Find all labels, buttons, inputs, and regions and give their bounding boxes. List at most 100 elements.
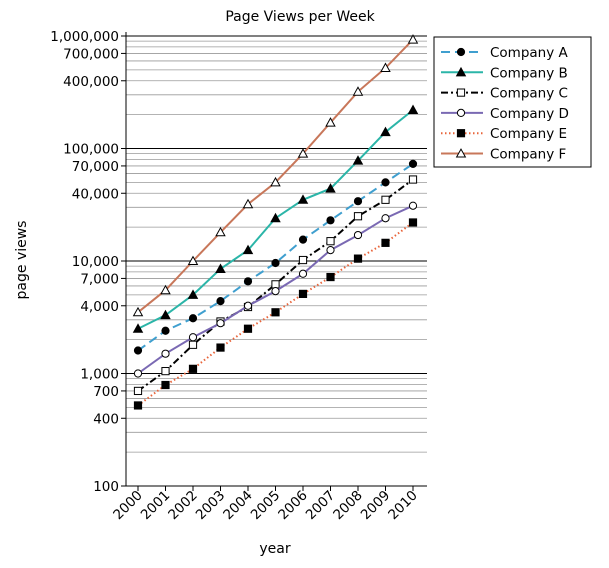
data-point <box>325 183 336 193</box>
data-point <box>188 314 198 323</box>
data-point <box>407 104 419 114</box>
data-point <box>215 226 226 237</box>
legend-box <box>433 36 592 168</box>
data-point <box>133 369 143 378</box>
x-axis-label: year <box>259 541 290 557</box>
data-point <box>132 323 144 333</box>
data-point <box>270 176 281 187</box>
data-point <box>216 343 225 352</box>
data-point <box>271 308 280 317</box>
data-point <box>216 297 225 306</box>
data-point <box>298 289 308 298</box>
y-tick-label: 1,000 <box>80 367 119 383</box>
data-point <box>380 62 391 72</box>
y-tick-label: 40,000 <box>72 186 119 202</box>
data-point <box>215 263 226 273</box>
data-point <box>243 277 253 286</box>
y-tick-label: 400,000 <box>63 74 119 90</box>
data-point <box>353 254 363 263</box>
series-company-d <box>133 201 418 378</box>
legend-item: Company D <box>441 106 569 122</box>
x-tick-label: 2002 <box>165 488 201 524</box>
data-point <box>161 326 170 335</box>
data-point <box>381 178 390 187</box>
data-point <box>188 340 198 349</box>
y-tick-label: 100,000 <box>63 142 119 158</box>
data-point <box>187 255 199 266</box>
data-point <box>242 198 254 209</box>
data-point <box>133 386 143 396</box>
legend-label: Company F <box>490 147 566 163</box>
data-point <box>353 230 363 240</box>
x-tick-label: 2007 <box>303 488 339 524</box>
data-point <box>352 155 364 165</box>
data-point <box>408 201 418 210</box>
data-point <box>271 280 280 289</box>
data-point <box>407 34 419 44</box>
x-tick-label: 2005 <box>248 488 284 524</box>
data-point <box>133 401 143 410</box>
legend-label: Company B <box>490 65 568 81</box>
data-point <box>408 175 418 184</box>
y-tick-label: 400 <box>93 411 119 427</box>
x-tick-label: 2004 <box>220 488 256 524</box>
data-point <box>216 319 225 328</box>
data-point <box>353 197 363 206</box>
data-point <box>325 117 336 127</box>
legend-label: Company E <box>490 126 567 142</box>
data-point <box>243 301 253 310</box>
x-axis-ticks: 2000200120022003200420052006200720082009… <box>110 486 421 523</box>
legend-marker <box>456 129 466 138</box>
series-company-a <box>133 159 418 355</box>
y-tick-label: 1,000,000 <box>50 29 119 45</box>
data-point <box>243 324 253 333</box>
legend-marker <box>455 148 467 158</box>
series-company-e <box>133 218 418 410</box>
data-point <box>353 212 363 221</box>
data-point <box>298 235 308 244</box>
x-tick-label: 2009 <box>358 488 394 524</box>
data-point <box>161 349 170 358</box>
x-tick-label: 2006 <box>275 488 311 524</box>
series-company-c <box>133 175 418 396</box>
legend-item: Company F <box>441 147 566 163</box>
data-point <box>188 333 198 342</box>
data-point <box>381 214 390 223</box>
legend-item: Company C <box>441 86 568 102</box>
legend-item: Company B <box>441 65 568 81</box>
data-point <box>160 309 171 320</box>
legend-label: Company C <box>490 86 568 102</box>
y-tick-label: 100 <box>93 479 119 495</box>
data-point <box>380 126 391 137</box>
data-point <box>242 244 254 255</box>
data-point <box>271 287 280 296</box>
legend-marker <box>456 108 466 118</box>
y-tick-label: 70,000 <box>72 159 119 175</box>
data-point <box>160 284 171 295</box>
series-layer <box>132 34 419 410</box>
data-point <box>408 218 418 227</box>
data-point <box>133 346 143 355</box>
x-tick-label: 2008 <box>330 488 366 524</box>
legend-marker <box>456 47 466 57</box>
series-company-b <box>132 104 419 333</box>
data-point <box>381 238 390 247</box>
series-company-f <box>132 34 419 317</box>
data-point <box>381 195 390 204</box>
y-tick-label: 700,000 <box>63 46 119 62</box>
y-tick-label: 4,000 <box>80 299 119 315</box>
legend-marker <box>455 66 467 77</box>
data-point <box>298 255 308 265</box>
legend: Company A Company B Company C Company D Comp… <box>433 36 592 168</box>
data-point <box>161 367 170 376</box>
x-tick-label: 2003 <box>193 488 229 524</box>
x-tick-label: 2010 <box>385 488 421 524</box>
y-tick-label: 700 <box>93 384 119 400</box>
y-axis-label: page views <box>14 221 30 300</box>
data-point <box>326 216 335 225</box>
y-tick-label: 10,000 <box>72 254 119 270</box>
legend-marker <box>456 88 466 97</box>
legend-item: Company E <box>441 126 567 142</box>
